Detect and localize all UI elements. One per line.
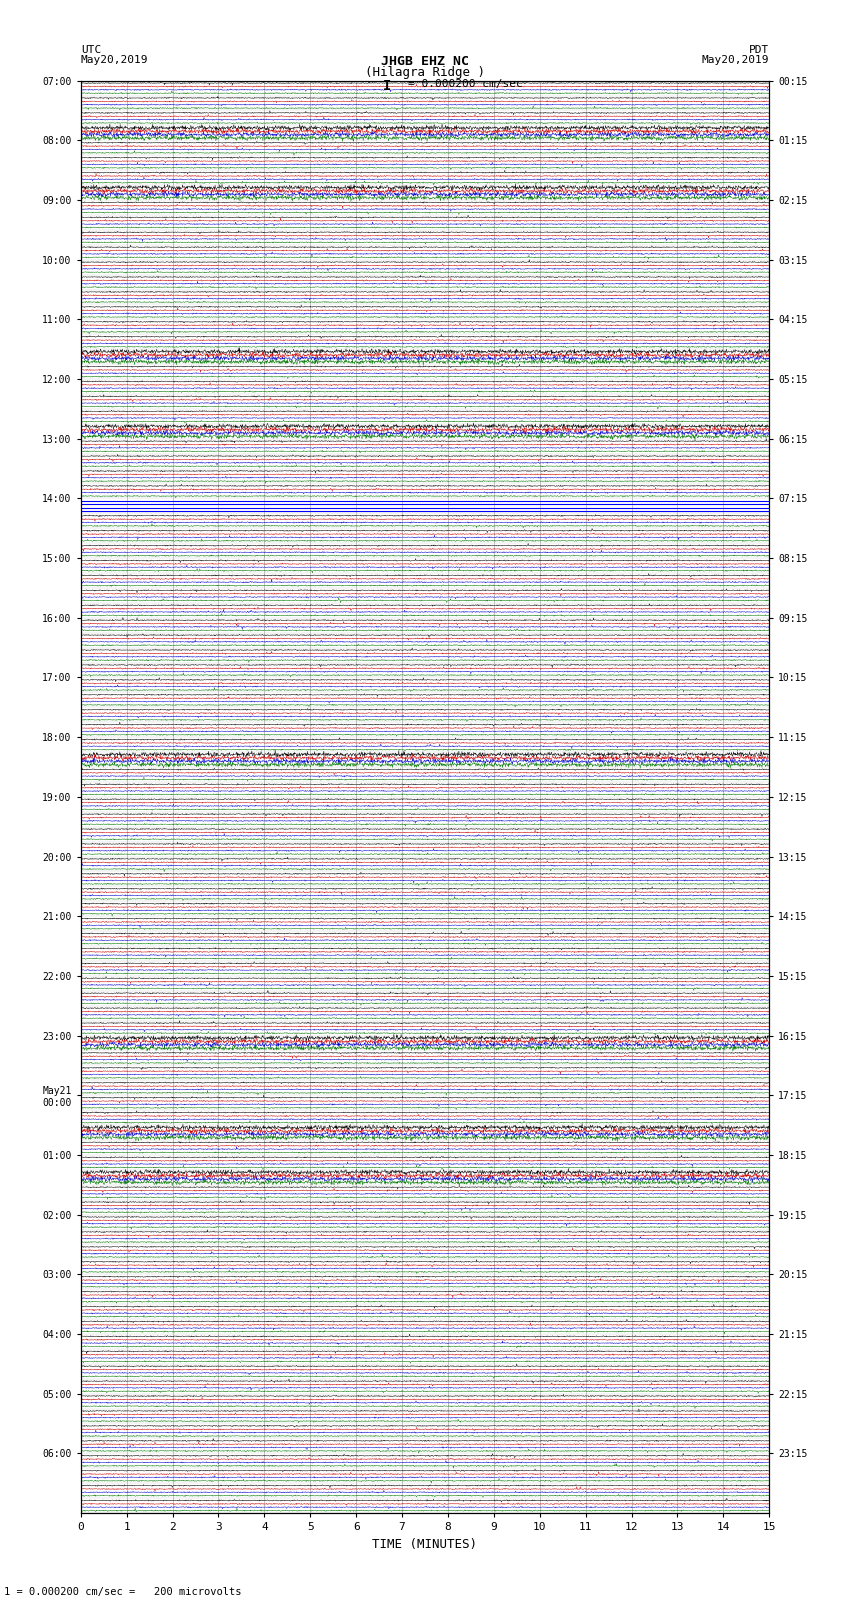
Text: PDT: PDT: [749, 45, 769, 55]
Text: May20,2019: May20,2019: [702, 55, 769, 65]
X-axis label: TIME (MINUTES): TIME (MINUTES): [372, 1537, 478, 1550]
Text: I: I: [382, 79, 391, 94]
Text: = 0.000200 cm/sec: = 0.000200 cm/sec: [408, 79, 523, 89]
Text: May20,2019: May20,2019: [81, 55, 148, 65]
Text: 1 = 0.000200 cm/sec =   200 microvolts: 1 = 0.000200 cm/sec = 200 microvolts: [4, 1587, 241, 1597]
Text: JHGB EHZ NC: JHGB EHZ NC: [381, 55, 469, 68]
Text: UTC: UTC: [81, 45, 101, 55]
Text: (Hilagra Ridge ): (Hilagra Ridge ): [365, 66, 485, 79]
